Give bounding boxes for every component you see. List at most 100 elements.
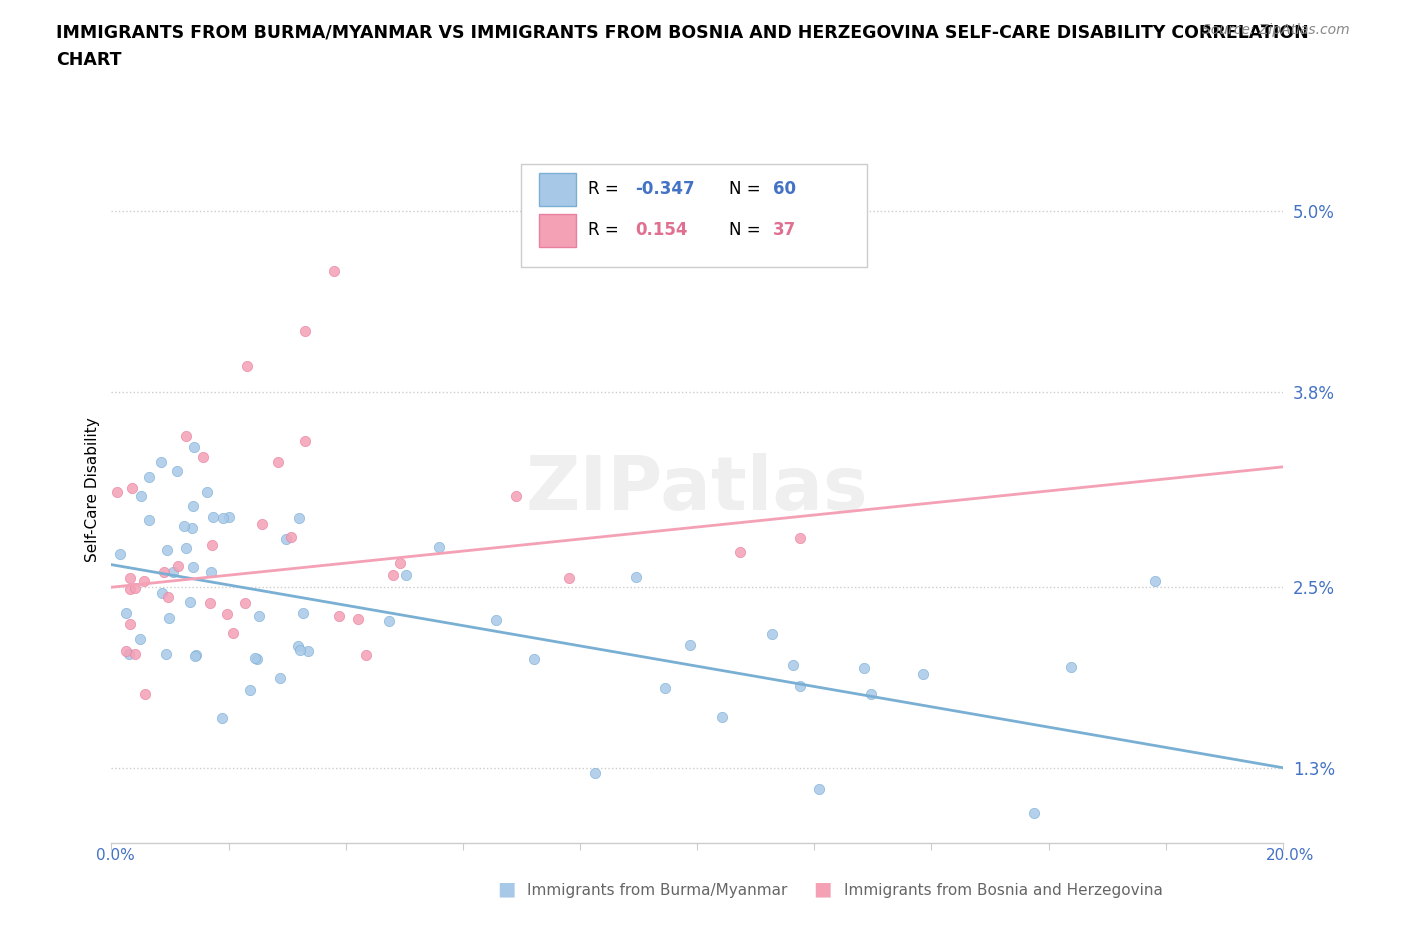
Point <box>201 538 224 552</box>
Point <box>852 660 875 675</box>
Point <box>114 606 136 621</box>
Point <box>789 530 811 545</box>
Point <box>118 646 141 661</box>
Point <box>291 605 314 620</box>
Point <box>347 611 370 626</box>
Text: ■: ■ <box>813 880 832 898</box>
Point <box>267 455 290 470</box>
Point <box>191 449 214 464</box>
Point <box>912 666 935 681</box>
Point <box>174 429 197 444</box>
Point <box>181 560 204 575</box>
Point <box>269 671 291 685</box>
Point <box>200 595 222 610</box>
Point <box>183 648 205 663</box>
FancyBboxPatch shape <box>522 165 868 267</box>
Text: 20.0%: 20.0% <box>1267 848 1315 863</box>
Text: 0.154: 0.154 <box>636 221 688 239</box>
Point <box>184 647 207 662</box>
Point <box>305 847 328 862</box>
Text: R =: R = <box>588 221 624 239</box>
Point <box>157 590 180 604</box>
Point <box>808 781 831 796</box>
Point <box>323 264 346 279</box>
Point <box>246 651 269 666</box>
Text: R =: R = <box>588 180 624 198</box>
Point <box>211 511 233 525</box>
Text: Immigrants from Bosnia and Herzegovina: Immigrants from Bosnia and Herzegovina <box>844 883 1163 897</box>
Point <box>118 617 141 631</box>
Point <box>288 511 311 525</box>
Point <box>115 644 138 658</box>
Y-axis label: Self-Care Disability: Self-Care Disability <box>86 417 100 562</box>
Point <box>118 571 141 586</box>
Point <box>710 710 733 724</box>
Point <box>679 638 702 653</box>
Point <box>505 488 527 503</box>
Point <box>274 531 297 546</box>
Text: Immigrants from Burma/Myanmar: Immigrants from Burma/Myanmar <box>527 883 787 897</box>
Point <box>1143 574 1166 589</box>
Point <box>134 686 156 701</box>
Point <box>138 470 160 485</box>
Point <box>859 686 882 701</box>
Point <box>121 481 143 496</box>
Point <box>250 516 273 531</box>
Point <box>557 570 579 585</box>
Point <box>239 683 262 698</box>
Point <box>124 580 146 595</box>
Point <box>174 540 197 555</box>
Text: -0.347: -0.347 <box>636 180 695 198</box>
Point <box>236 359 259 374</box>
Point <box>181 498 204 513</box>
Point <box>173 519 195 534</box>
Point <box>181 521 204 536</box>
FancyBboxPatch shape <box>538 215 576 246</box>
Point <box>129 489 152 504</box>
Point <box>166 464 188 479</box>
Point <box>110 546 132 561</box>
Point <box>233 595 256 610</box>
Point <box>485 613 508 628</box>
Point <box>183 440 205 455</box>
Point <box>132 574 155 589</box>
Point <box>287 638 309 653</box>
Point <box>761 627 783 642</box>
Point <box>328 608 350 623</box>
Point <box>197 485 219 499</box>
Point <box>152 565 174 579</box>
Point <box>624 569 647 584</box>
Point <box>789 678 811 693</box>
Point <box>247 608 270 623</box>
Point <box>288 643 311 658</box>
Text: N =: N = <box>728 221 766 239</box>
Point <box>1022 805 1045 820</box>
Point <box>427 539 450 554</box>
Point <box>280 530 302 545</box>
Point <box>388 555 411 570</box>
Point <box>377 613 399 628</box>
Point <box>654 680 676 695</box>
Text: 0.0%: 0.0% <box>96 848 135 863</box>
Point <box>395 567 418 582</box>
Point <box>200 565 222 579</box>
Point <box>155 646 177 661</box>
Text: Source: ZipAtlas.com: Source: ZipAtlas.com <box>1202 23 1350 37</box>
Point <box>149 455 172 470</box>
Point <box>1060 659 1083 674</box>
Point <box>128 631 150 646</box>
Point <box>222 626 245 641</box>
Point <box>202 510 225 525</box>
Point <box>782 658 804 672</box>
Point <box>150 586 173 601</box>
Point <box>215 606 238 621</box>
Point <box>124 647 146 662</box>
Text: CHART: CHART <box>56 51 122 69</box>
Point <box>218 510 240 525</box>
Point <box>294 433 316 448</box>
Point <box>294 324 316 339</box>
Point <box>211 711 233 725</box>
Point <box>162 565 184 580</box>
Point <box>297 644 319 658</box>
Point <box>381 567 404 582</box>
